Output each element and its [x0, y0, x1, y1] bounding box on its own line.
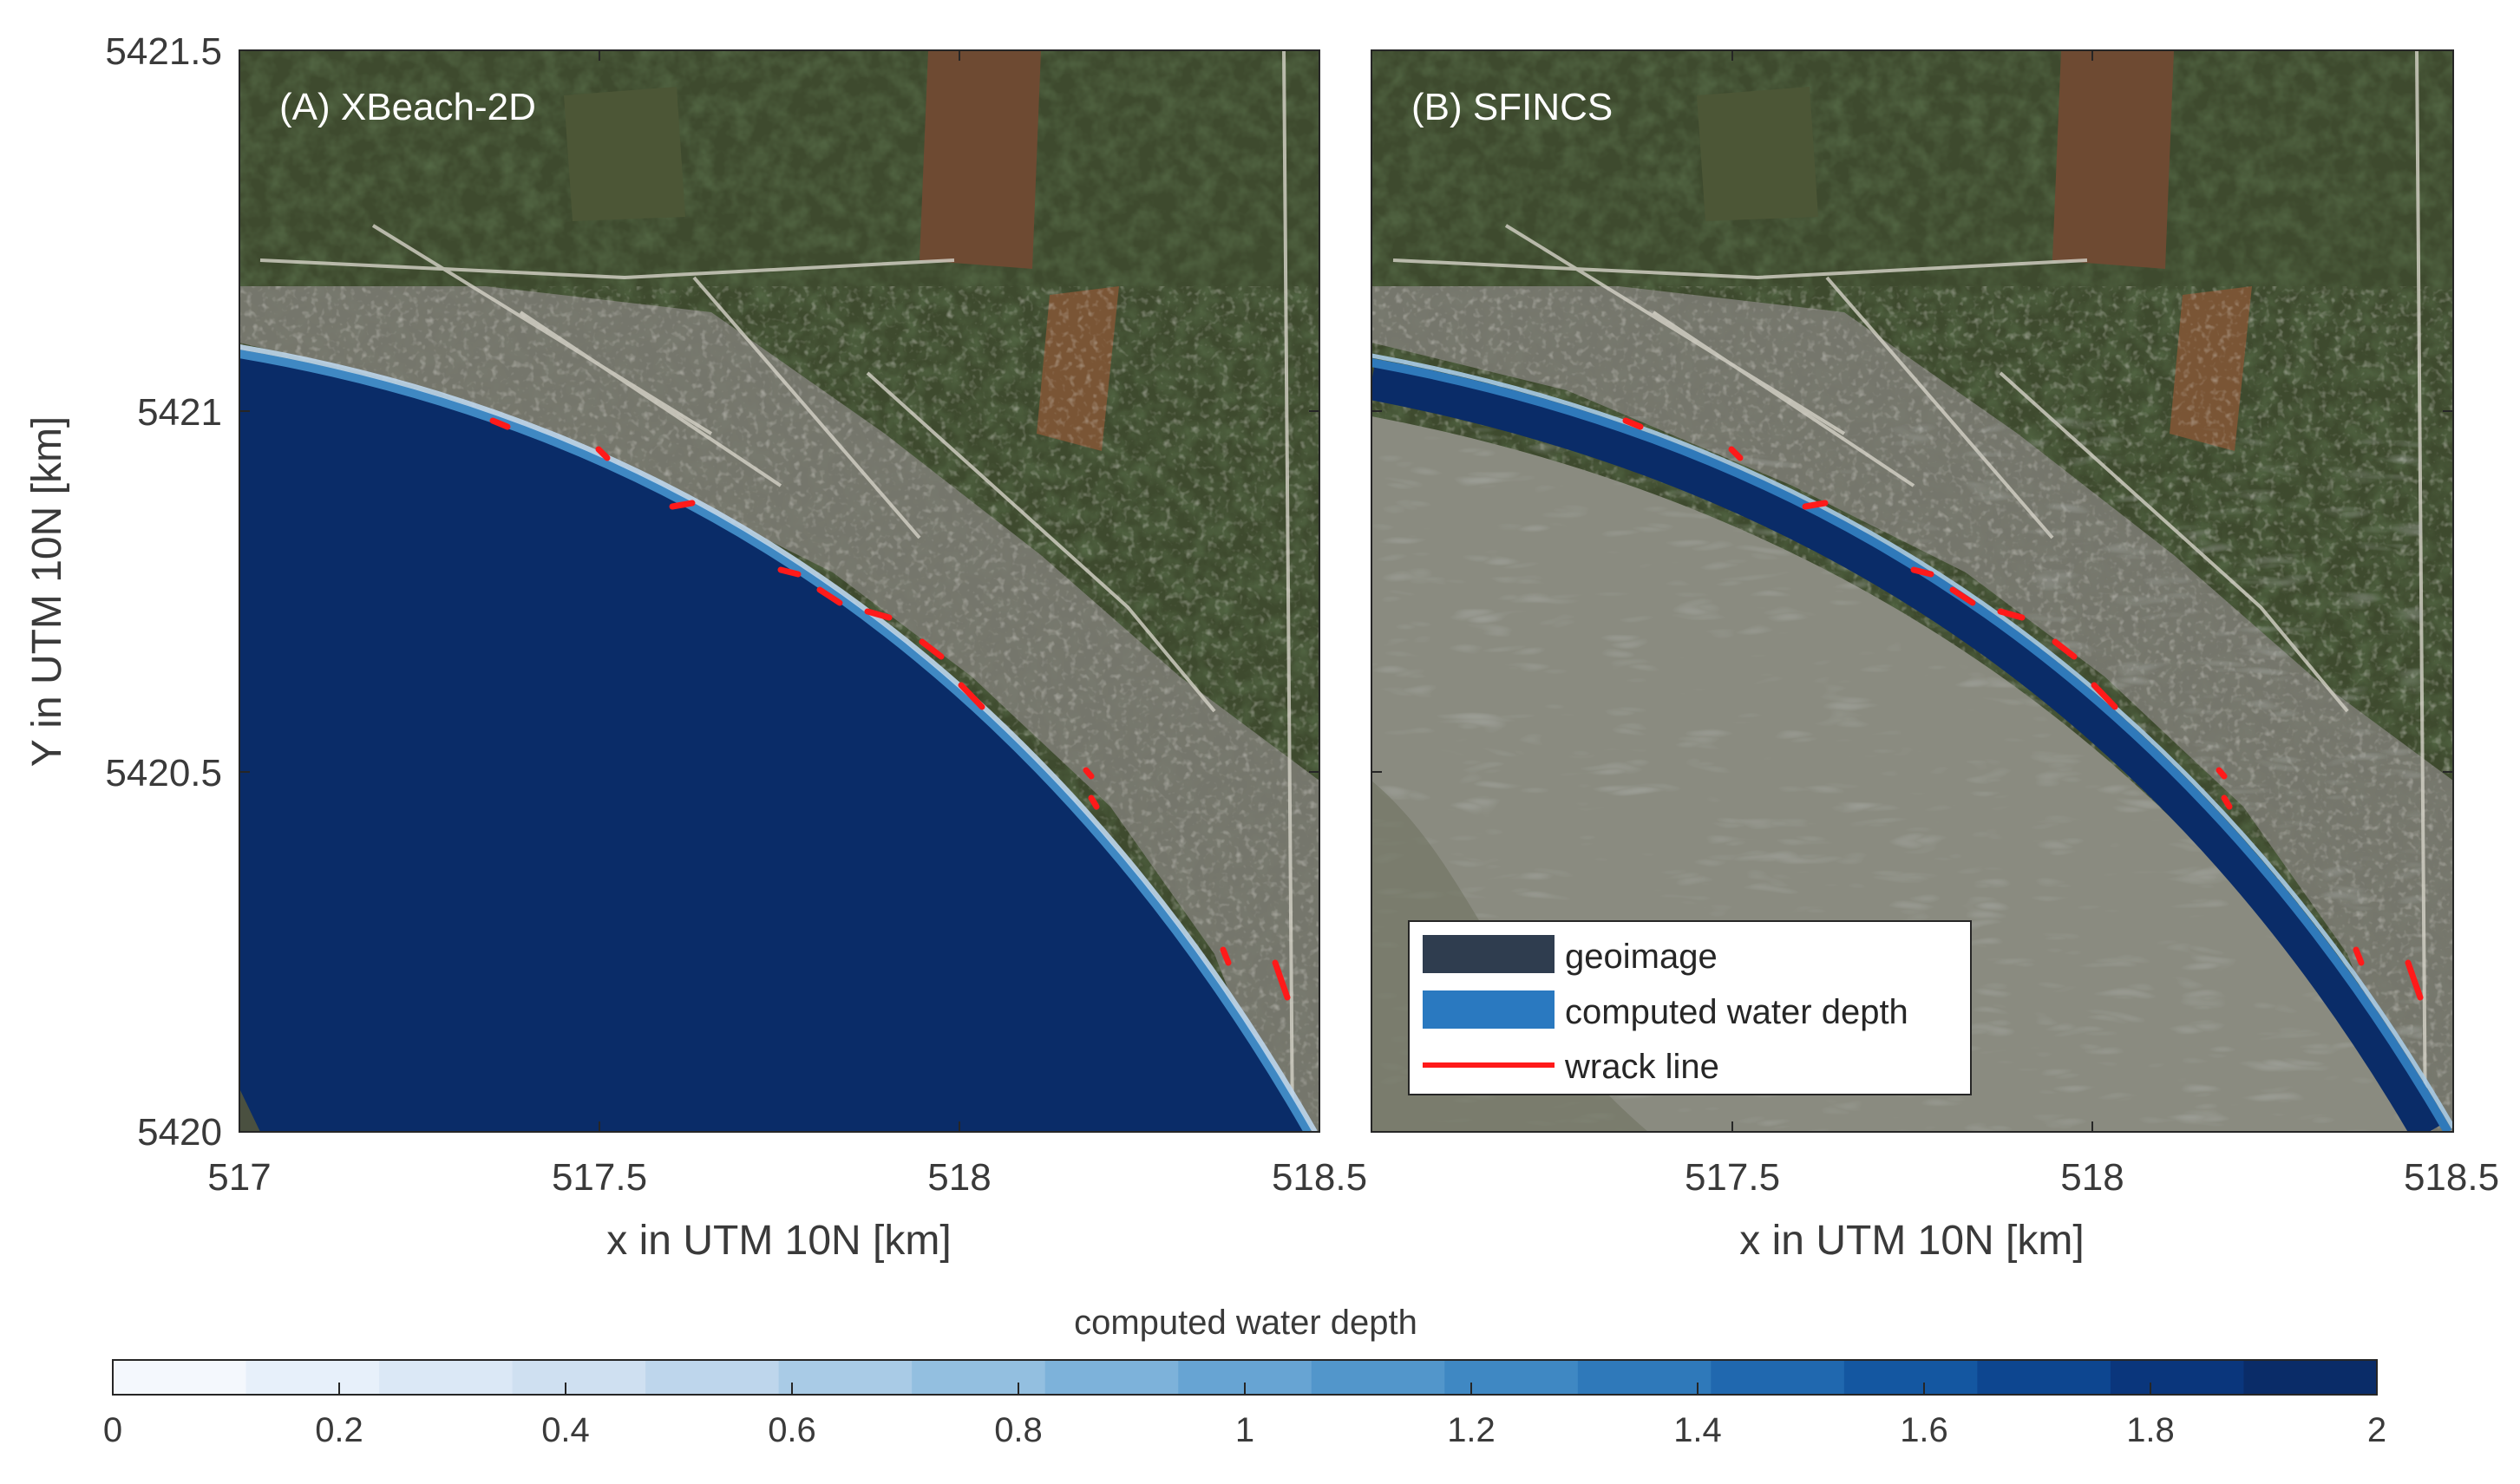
colorbar-cell: [645, 1360, 780, 1395]
panel-b-frame: [1371, 49, 2454, 1133]
y-tick-label: 5420.5: [105, 752, 222, 794]
field-patch: [920, 50, 1041, 269]
field-patch: [1697, 87, 1818, 221]
colorbar-cell: [2243, 1360, 2378, 1395]
x-tick-label: 517: [207, 1156, 271, 1199]
panel-b-label: (B) SFINCS: [1411, 86, 1613, 128]
panel-b-water-depth: [1371, 363, 2445, 1132]
legend-label-geoimage: geoimage: [1565, 938, 1718, 976]
legend: geoimage computed water depth wrack line: [1408, 920, 1972, 1095]
panel-b-axes: 517.5 518 518.5 x in UTM 10N [km]: [1371, 50, 2499, 1264]
x-tick-label: 518.5: [2404, 1156, 2499, 1199]
x-tick-label: 518.5: [1272, 1156, 1367, 1199]
colorbar-cell: [113, 1360, 247, 1395]
colorbar-tick-label: 1.2: [1447, 1411, 1496, 1449]
legend-swatch-geoimage: [1423, 935, 1555, 973]
colorbar-cell: [1577, 1360, 1712, 1395]
x-axis-label: x in UTM 10N [km]: [1739, 1218, 2084, 1264]
y-tick-label: 5420: [137, 1111, 222, 1154]
colorbar-title: computed water depth: [1074, 1304, 1417, 1342]
colorbar-cell: [1977, 1360, 2111, 1395]
panel-a-label: (A) XBeach-2D: [279, 86, 536, 128]
panel-a-frame: [239, 49, 1320, 1133]
colorbar-tick-label: 0: [103, 1411, 122, 1449]
colorbar-tick-label: 2: [2367, 1411, 2386, 1449]
colorbar-tick-label: 1.8: [2126, 1411, 2175, 1449]
colorbar-cell: [1843, 1360, 1979, 1395]
colorbar: computed water depth 0 0.2 0.4 0.6 0.8 1 1.2 1.…: [103, 1304, 2386, 1449]
panel-a: [239, 50, 1319, 1132]
roads: [259, 50, 1294, 1132]
colorbar-cell: [512, 1360, 646, 1395]
colorbar-cell: [1444, 1360, 1579, 1395]
legend-swatch-water-depth: [1423, 990, 1555, 1029]
field-patch: [564, 87, 685, 221]
colorbar-cells: [113, 1360, 2378, 1395]
x-tick-label: 518: [927, 1156, 991, 1199]
x-tick-label: 517.5: [1685, 1156, 1780, 1199]
legend-label-wrack-line: wrack line: [1564, 1048, 1719, 1086]
colorbar-cell: [245, 1360, 380, 1395]
panel-a-water-depth: [239, 354, 1308, 1132]
colorbar-cell: [778, 1360, 913, 1395]
panel-a-wrack-line: [489, 417, 1291, 1001]
colorbar-cell: [2110, 1360, 2245, 1395]
colorbar-tick-label: 1.6: [1900, 1411, 1948, 1449]
field-patch: [1037, 286, 1119, 451]
colorbar-tick-label: 0.2: [315, 1411, 363, 1449]
colorbar-cell: [1044, 1360, 1179, 1395]
y-tick-label: 5421: [137, 391, 222, 434]
x-tick-label: 517.5: [552, 1156, 647, 1199]
colorbar-ticks: 0 0.2 0.4 0.6 0.8 1 1.2 1.4 1.6 1.8 2: [103, 1383, 2386, 1449]
legend-label-water-depth: computed water depth: [1565, 993, 1908, 1031]
colorbar-cell: [379, 1360, 514, 1395]
colorbar-tick-label: 0.4: [541, 1411, 590, 1449]
y-axis-label: Y in UTM 10N [km]: [24, 416, 70, 768]
field-patch: [2052, 50, 2174, 269]
panel-a-axes: 517 517.5 518 518.5 5420 5420.5 5421 542…: [24, 30, 1367, 1264]
roads: [1392, 50, 2427, 1132]
colorbar-tick-label: 0.6: [768, 1411, 816, 1449]
colorbar-tick-label: 1.4: [1673, 1411, 1722, 1449]
y-tick-label: 5421.5: [105, 30, 222, 73]
panel-b-wrack-line: [1622, 417, 2424, 1001]
x-tick-label: 518: [2060, 1156, 2124, 1199]
colorbar-cell: [912, 1360, 1046, 1395]
colorbar-cell: [1711, 1360, 1845, 1395]
colorbar-cell: [1311, 1360, 1445, 1395]
panel-a-shoreline-shallow: [239, 350, 1312, 1132]
colorbar-tick-label: 0.8: [994, 1411, 1043, 1449]
colorbar-tick-label: 1: [1235, 1411, 1254, 1449]
x-axis-label: x in UTM 10N [km]: [606, 1218, 951, 1264]
field-patch: [2170, 286, 2252, 451]
